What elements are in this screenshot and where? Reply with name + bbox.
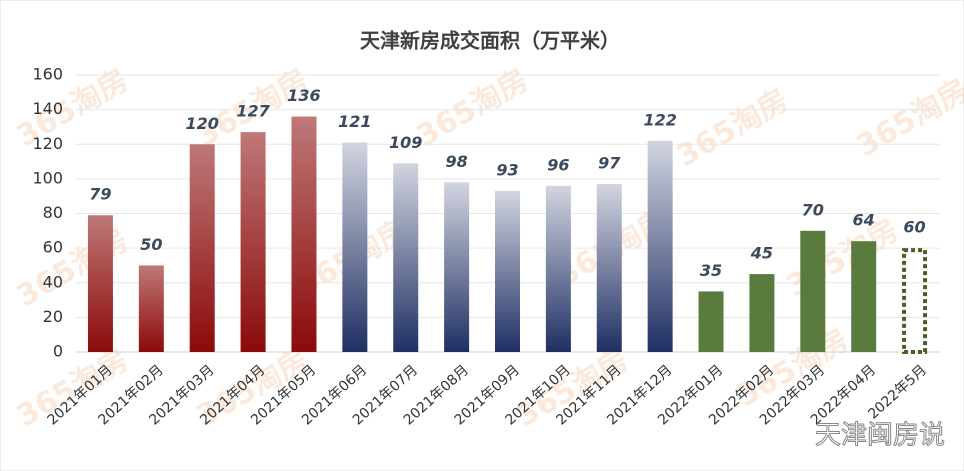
bar <box>698 291 724 352</box>
bar <box>393 163 419 352</box>
y-tick-label: 140 <box>32 99 63 118</box>
y-tick-label: 120 <box>32 134 63 153</box>
bar <box>495 190 520 352</box>
value-label: 121 <box>338 112 371 131</box>
bar <box>749 274 775 352</box>
y-tick-label: 20 <box>43 307 63 326</box>
watermark: 天津闽房说 <box>815 421 945 451</box>
y-tick-label: 160 <box>32 65 63 84</box>
value-label: 127 <box>236 102 270 121</box>
value-label: 120 <box>186 114 219 133</box>
bar <box>240 132 266 352</box>
bar <box>189 144 215 352</box>
value-label: 50 <box>140 235 162 254</box>
bar <box>800 230 826 352</box>
bar <box>87 215 113 352</box>
y-tick-label: 80 <box>43 203 63 222</box>
value-label: 96 <box>547 155 569 174</box>
bar <box>647 140 673 352</box>
value-label: 136 <box>287 86 320 105</box>
bar <box>291 116 317 352</box>
y-tick-label: 40 <box>43 272 63 291</box>
bar <box>444 182 470 352</box>
value-label: 93 <box>496 160 518 179</box>
bar <box>851 241 877 352</box>
bar <box>545 185 571 352</box>
value-label: 64 <box>853 211 875 230</box>
y-tick-label: 0 <box>53 342 63 361</box>
value-label: 35 <box>700 261 722 280</box>
value-label: 109 <box>389 133 422 152</box>
value-label: 60 <box>903 218 925 237</box>
value-label: 79 <box>89 185 111 204</box>
bar <box>596 184 622 352</box>
value-label: 45 <box>750 244 773 263</box>
bar <box>902 248 928 354</box>
value-label: 98 <box>445 152 467 171</box>
value-label: 97 <box>598 154 621 173</box>
y-tick-label: 100 <box>32 168 63 187</box>
value-label: 122 <box>643 110 676 129</box>
y-tick-label: 60 <box>43 238 63 257</box>
bar <box>342 142 368 352</box>
bar <box>138 265 164 352</box>
chart-title: 天津新房成交面积（万平米） <box>360 29 620 53</box>
value-label: 70 <box>802 200 824 219</box>
